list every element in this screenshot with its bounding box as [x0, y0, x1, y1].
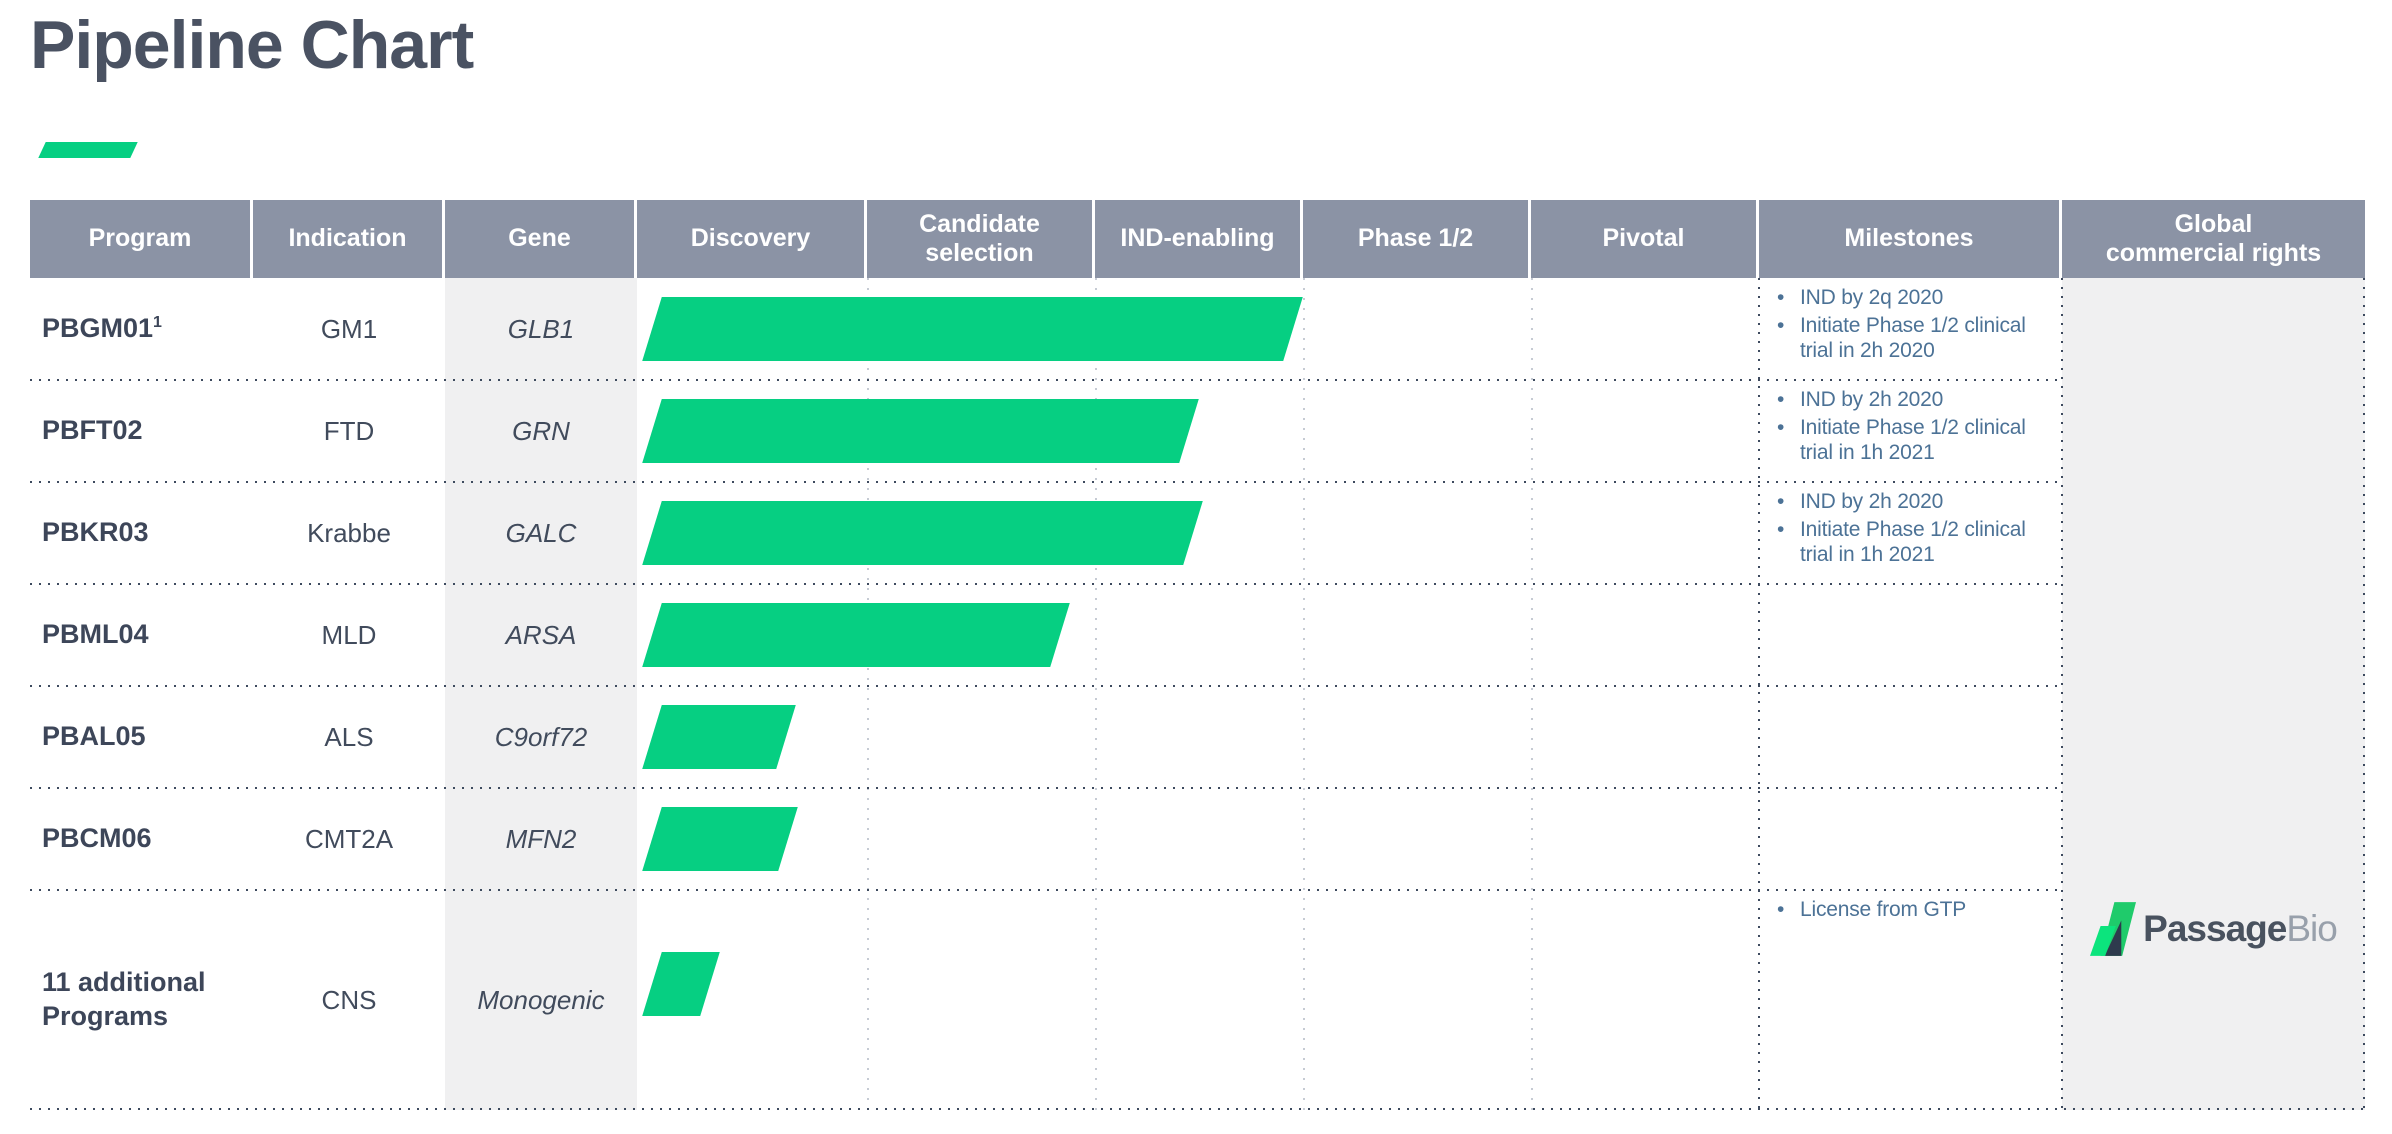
milestone-item: Initiate Phase 1/2 clinical trial in 1h …	[1773, 416, 2058, 466]
column-header-indication: Indication	[253, 200, 442, 278]
milestone-item: Initiate Phase 1/2 clinical trial in 2h …	[1773, 314, 2058, 364]
program-name: PBKR03	[30, 516, 253, 550]
indication-value: CNS	[321, 984, 377, 1015]
column-header-ind-enabling: IND-enabling	[1095, 200, 1300, 278]
global-column-left-border	[2061, 278, 2063, 1110]
table-bottom-border	[30, 1108, 2365, 1110]
row-separator	[30, 481, 2062, 483]
pipeline-bar-pbal05	[642, 705, 796, 769]
column-guide-candidate-ind	[1095, 278, 1097, 1110]
table-row: PBFT02 FTD GRN IND by 2h 2020 Initiate Ph…	[30, 380, 2365, 482]
milestones-cell	[1759, 584, 2062, 686]
footnote-marker: 1	[153, 314, 162, 332]
milestones-cell: IND by 2q 2020 Initiate Phase 1/2 clinica…	[1759, 278, 2062, 380]
milestones-cell	[1759, 788, 2062, 890]
row-separator	[30, 583, 2062, 585]
program-label: PBKR03	[42, 517, 149, 548]
program-name: PBCM06	[30, 822, 253, 856]
milestones-list: IND by 2h 2020 Initiate Phase 1/2 clinica…	[1773, 490, 2058, 567]
table-body: PBGM011 GM1 GLB1 IND by 2q 2020 Initiate …	[30, 278, 2365, 1110]
gene-value: MFN2	[505, 823, 577, 854]
column-header-program: Program	[30, 200, 250, 278]
program-name: PBGM011	[30, 312, 253, 346]
program-label: PBML04	[42, 619, 149, 650]
gene-value: GALC	[505, 517, 577, 548]
table-row: PBML04 MLD ARSA	[30, 584, 2365, 686]
passage-bio-logo: PassageBio	[2062, 874, 2365, 984]
passage-bio-logo-text: PassageBio	[2143, 908, 2338, 950]
column-header-candidate-selection: Candidate selection	[867, 200, 1092, 278]
milestones-cell	[1759, 686, 2062, 788]
column-guide-ind-phase	[1303, 278, 1305, 1110]
column-guide-discovery-candidate	[867, 278, 869, 1110]
pipeline-bar-pbkr03	[642, 501, 1203, 565]
milestones-list: IND by 2h 2020 Initiate Phase 1/2 clinica…	[1773, 388, 2058, 465]
table-row: PBKR03 Krabbe GALC IND by 2h 2020 Initiat…	[30, 482, 2365, 584]
table-row: 11 additional Programs CNS Monogenic Lic…	[30, 890, 2365, 1110]
gene-value: GLB1	[507, 313, 575, 344]
program-name: PBML04	[30, 618, 253, 652]
column-header-phase-1-2: Phase 1/2	[1303, 200, 1528, 278]
milestones-list: License from GTP	[1773, 898, 2058, 923]
pipeline-table: Program Indication Gene Discovery Candid…	[30, 200, 2365, 1110]
milestone-item: IND by 2h 2020	[1773, 388, 2058, 413]
indication-value: FTD	[323, 415, 375, 446]
gene-value: Monogenic	[477, 984, 605, 1015]
milestones-cell: IND by 2h 2020 Initiate Phase 1/2 clinica…	[1759, 482, 2062, 584]
logo-text-passage: Passage	[2143, 908, 2287, 949]
indication-value: Krabbe	[307, 517, 391, 548]
global-rights-column-strip	[2062, 278, 2365, 1110]
row-separator	[30, 889, 2062, 891]
table-row: PBAL05 ALS C9orf72	[30, 686, 2365, 788]
milestone-item: IND by 2h 2020	[1773, 490, 2058, 515]
program-label: PBAL05	[42, 721, 146, 752]
program-label: PBCM06	[42, 823, 152, 854]
milestone-item: IND by 2q 2020	[1773, 286, 2058, 311]
column-guide-phase-pivotal	[1531, 278, 1533, 1110]
program-name: 11 additional Programs	[30, 966, 253, 1034]
milestones-cell: License from GTP	[1759, 890, 2062, 1110]
row-separator	[30, 685, 2062, 687]
row-separator	[30, 787, 2062, 789]
gene-column-strip	[445, 278, 637, 1110]
gene-value: C9orf72	[494, 721, 588, 752]
pipeline-bar-pbml04	[642, 603, 1070, 667]
title-underline-accent	[38, 142, 138, 158]
milestone-item: Initiate Phase 1/2 clinical trial in 1h …	[1773, 518, 2058, 568]
table-right-border	[2363, 278, 2365, 1110]
gene-value: ARSA	[505, 619, 577, 650]
gene-value: GRN	[512, 415, 570, 446]
table-row: PBCM06 CMT2A MFN2	[30, 788, 2365, 890]
column-header-global-commercial-rights: Global commercial rights	[2062, 200, 2365, 278]
pipeline-bar-pbcm06	[642, 807, 798, 871]
row-separator	[30, 379, 2062, 381]
milestones-column-left-border	[1758, 278, 1760, 1110]
milestones-list: IND by 2q 2020 Initiate Phase 1/2 clinica…	[1773, 286, 2058, 363]
program-label: PBGM01	[42, 313, 154, 344]
milestones-cell: IND by 2h 2020 Initiate Phase 1/2 clinica…	[1759, 380, 2062, 482]
page-title: Pipeline Chart	[30, 7, 474, 83]
logo-text-bio: Bio	[2286, 908, 2337, 949]
program-label: PBFT02	[42, 415, 143, 446]
indication-value: MLD	[321, 619, 377, 650]
table-row: PBGM011 GM1 GLB1 IND by 2q 2020 Initiate …	[30, 278, 2365, 380]
indication-value: ALS	[324, 721, 374, 752]
passage-bio-logo-mark	[2090, 902, 2137, 956]
milestone-item: License from GTP	[1773, 898, 2058, 923]
program-label: 11 additional Programs	[42, 967, 206, 1031]
column-header-milestones: Milestones	[1759, 200, 2059, 278]
column-header-pivotal: Pivotal	[1531, 200, 1756, 278]
pipeline-bar-pbft02	[642, 399, 1199, 463]
indication-value: CMT2A	[304, 823, 394, 854]
pipeline-bar-pbgm01	[642, 297, 1303, 361]
program-name: PBFT02	[30, 414, 253, 448]
column-header-discovery: Discovery	[637, 200, 864, 278]
table-header-row: Program Indication Gene Discovery Candid…	[30, 200, 2365, 278]
program-name: PBAL05	[30, 720, 253, 754]
indication-value: GM1	[320, 313, 378, 344]
column-header-gene: Gene	[445, 200, 634, 278]
